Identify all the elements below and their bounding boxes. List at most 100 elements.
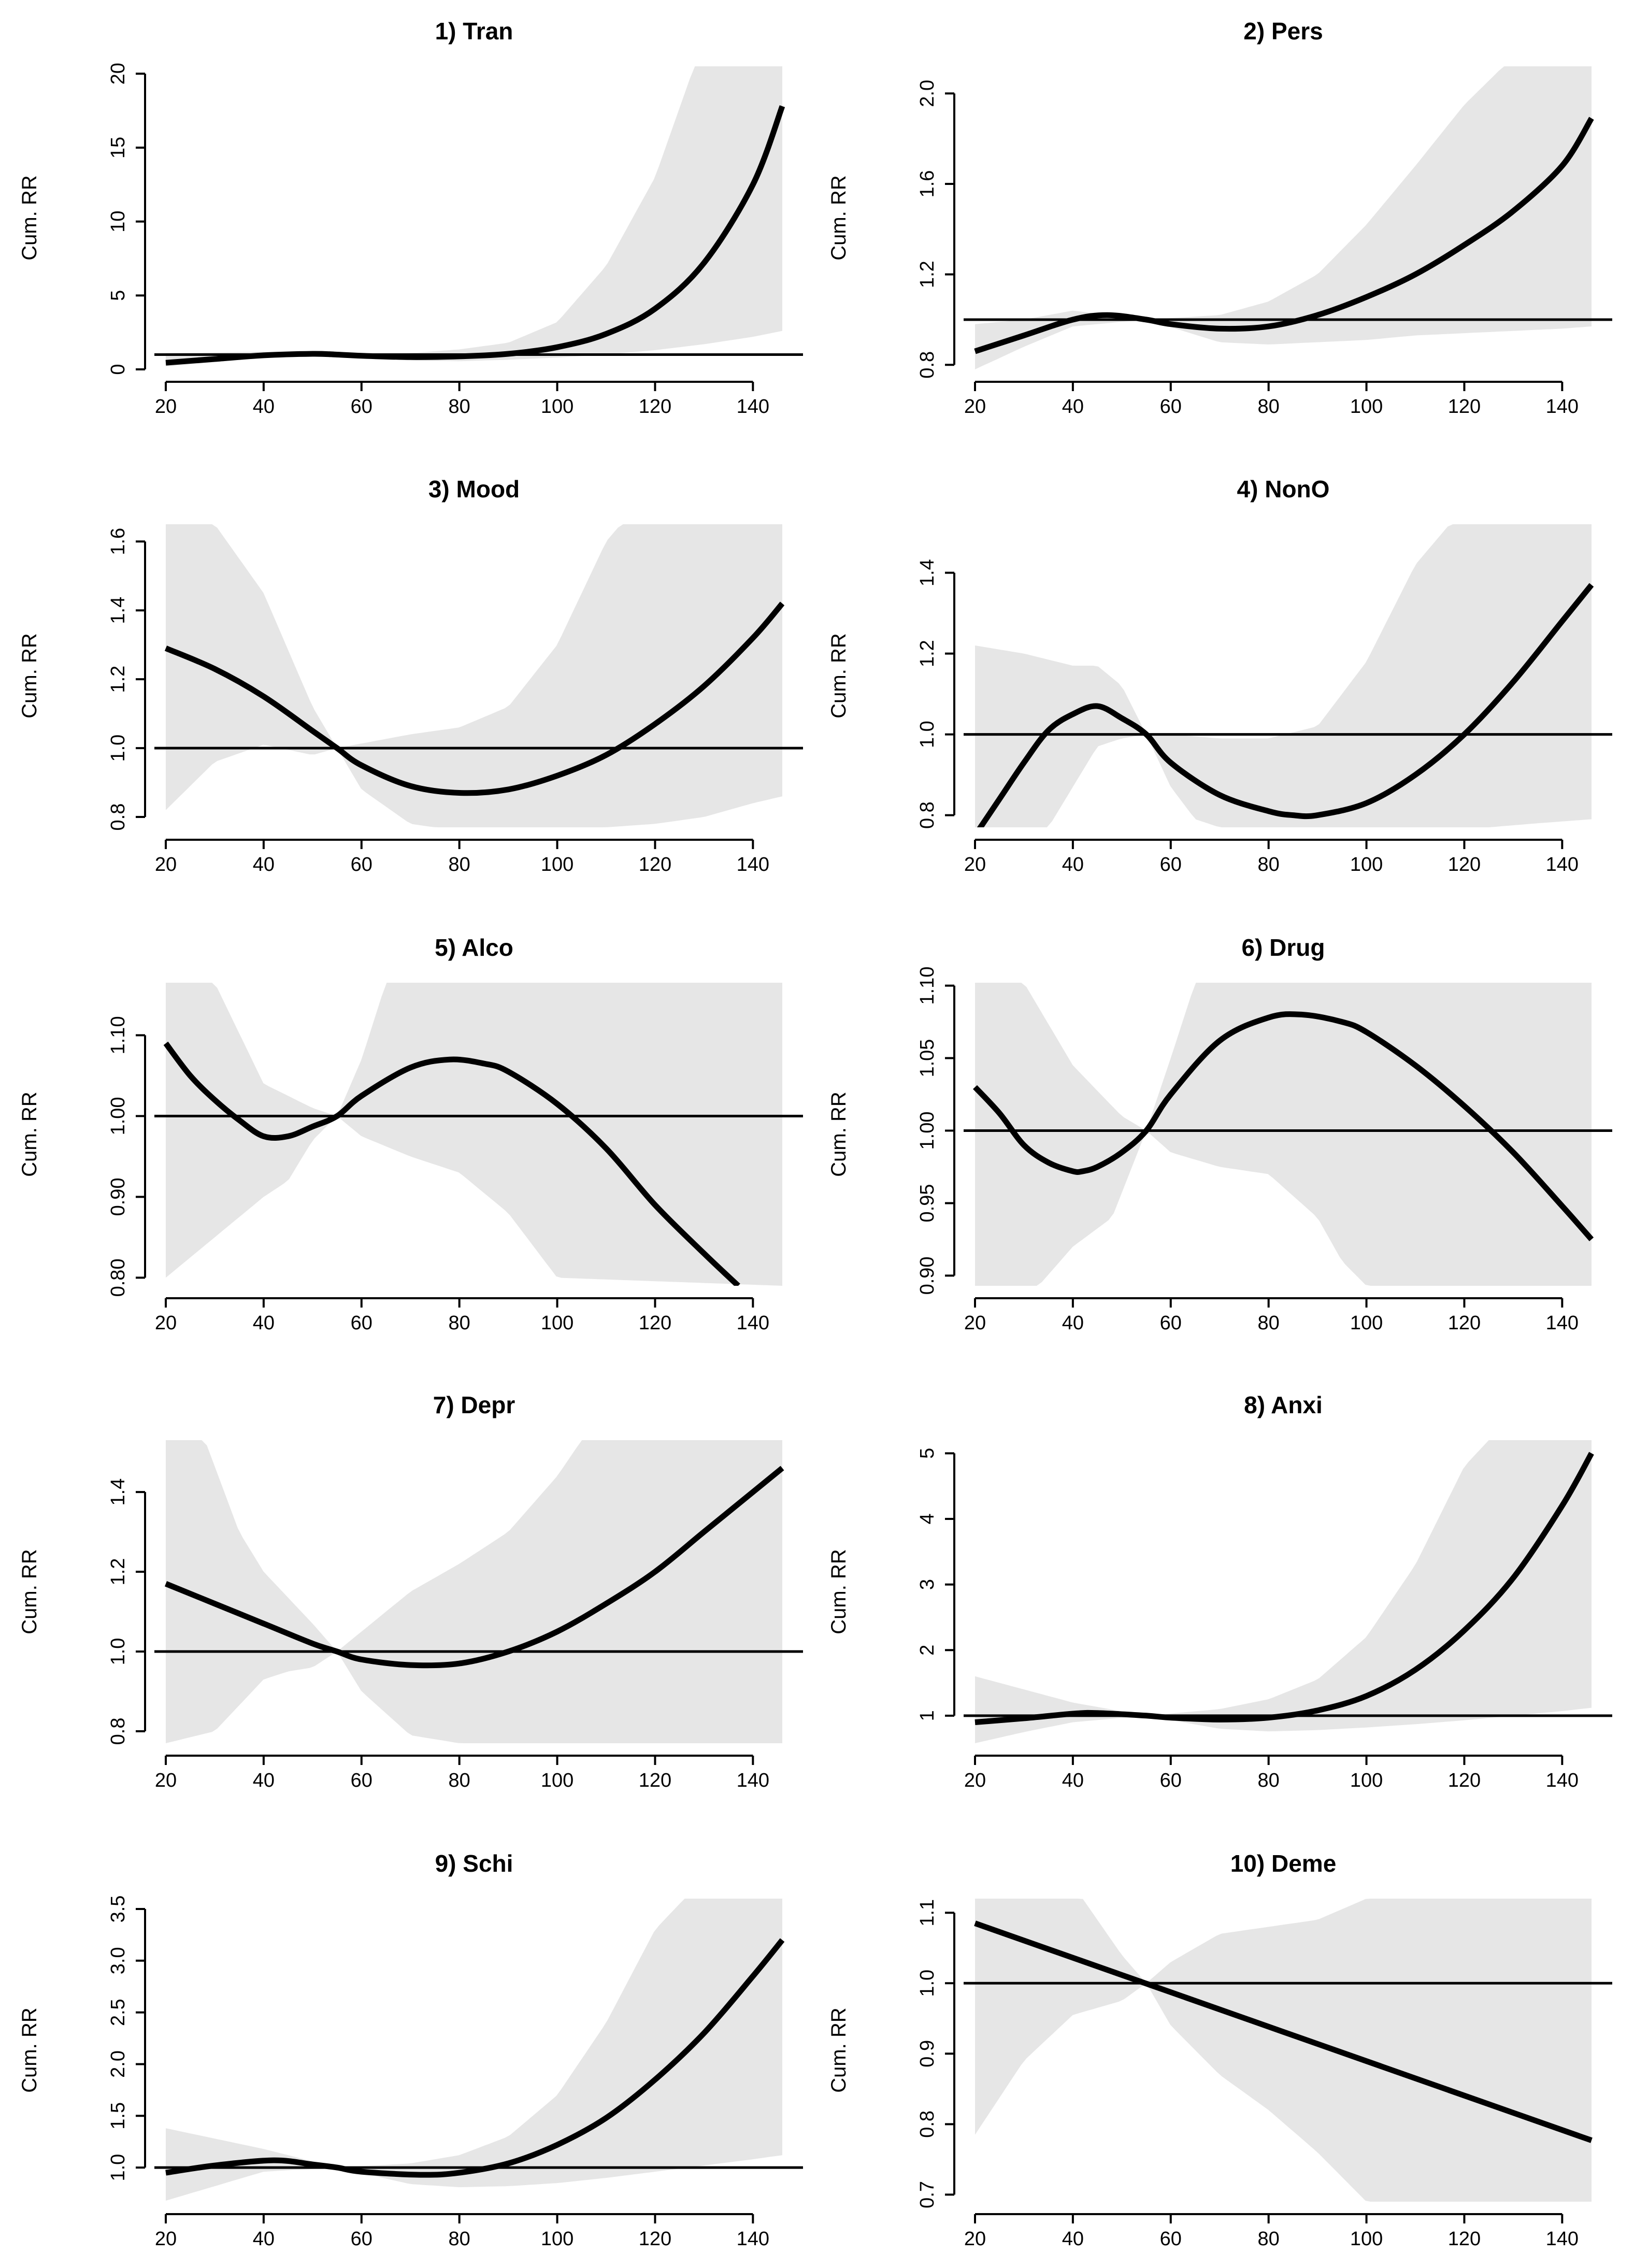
y-tick-label: 1.2	[916, 640, 938, 667]
x-tick-label: 60	[1160, 1770, 1182, 1791]
x-tick-label: 100	[541, 854, 574, 875]
x-tick-label: 80	[1258, 396, 1280, 418]
x-tick-label: 140	[737, 1770, 769, 1791]
x-tick-label: 20	[964, 1770, 986, 1791]
x-tick-label: 80	[449, 396, 470, 418]
x-tick-label: 40	[253, 396, 275, 418]
panel-title: 4) NonO	[1237, 476, 1330, 503]
x-tick-label: 100	[1350, 1770, 1383, 1791]
ci-band	[975, 524, 1592, 827]
y-tick-label: 0.8	[916, 2111, 938, 2138]
x-tick-label: 120	[1448, 1770, 1481, 1791]
x-tick-label: 80	[1258, 1770, 1280, 1791]
y-tick-label: 1.2	[107, 1558, 129, 1586]
y-tick-label: 0.9	[916, 2040, 938, 2068]
y-tick-label: 1.0	[916, 721, 938, 748]
x-tick-label: 100	[1350, 854, 1383, 875]
y-tick-label: 1.4	[916, 559, 938, 586]
x-tick-label: 20	[155, 1770, 177, 1791]
estimate-line	[164, 601, 785, 796]
y-axis-label: Cum. RR	[18, 1549, 41, 1634]
x-tick-label: 80	[449, 854, 470, 875]
y-axis-label: Cum. RR	[18, 633, 41, 718]
y-tick-label: 5	[916, 1448, 938, 1459]
panel-3: 0.8 1.0 1.2 1.4 1.6 20 40 60 80 100 120 140 Cum. RR 3…	[18, 476, 803, 875]
panel-2: 0.8 1.2 1.6 2.0 20 40 60 80 100 120 140 Cum. RR 2) P…	[827, 18, 1612, 418]
x-tick-label: 20	[964, 1312, 986, 1334]
x-tick-label: 60	[1160, 396, 1182, 418]
ci-band	[975, 66, 1592, 369]
panel-4: 0.8 1.0 1.2 1.4 20 40 60 80 100 120 140 Cum. RR 4) N…	[827, 476, 1612, 875]
panel-title: 8) Anxi	[1244, 1391, 1323, 1418]
x-tick-label: 40	[253, 2228, 275, 2250]
y-tick-label: 0.80	[107, 1258, 129, 1297]
x-tick-label: 140	[1546, 2228, 1579, 2250]
y-tick-label: 0.8	[916, 801, 938, 829]
x-tick-label: 120	[1448, 2228, 1481, 2250]
y-tick-label: 20	[107, 63, 129, 84]
x-tick-label: 100	[541, 396, 574, 418]
ci-band	[166, 983, 782, 1286]
ci-band	[166, 66, 782, 367]
x-tick-label: 20	[155, 2228, 177, 2250]
y-tick-label: 0	[107, 364, 129, 375]
x-tick-label: 60	[1160, 2228, 1182, 2250]
panel-title: 5) Alco	[435, 934, 513, 961]
x-tick-label: 140	[737, 2228, 769, 2250]
ci-band	[975, 1440, 1592, 1743]
x-tick-label: 120	[639, 1770, 671, 1791]
panel-5: 0.80 0.90 1.00 1.10 20 40 60 80 100 120 140 Cum. RR…	[18, 934, 803, 1334]
y-tick-label: 1.05	[916, 1039, 938, 1078]
x-tick-label: 20	[964, 2228, 986, 2250]
x-tick-label: 60	[351, 396, 372, 418]
y-axis-label: Cum. RR	[18, 2007, 41, 2092]
x-tick-label: 140	[1546, 854, 1579, 875]
estimate-line	[165, 1938, 785, 2178]
y-tick-label: 1.0	[107, 1638, 129, 1666]
y-tick-label: 1.2	[916, 261, 938, 288]
x-tick-label: 40	[1062, 2228, 1084, 2250]
y-tick-label: 0.8	[107, 1717, 129, 1745]
x-tick-label: 40	[1062, 396, 1084, 418]
x-tick-label: 100	[1350, 1312, 1383, 1334]
y-axis-label: Cum. RR	[827, 1092, 850, 1176]
x-tick-label: 120	[639, 854, 671, 875]
y-axis-label: Cum. RR	[18, 1092, 41, 1176]
x-tick-label: 20	[964, 854, 986, 875]
x-tick-label: 40	[1062, 854, 1084, 875]
y-axis-label: Cum. RR	[827, 2007, 850, 2092]
y-tick-label: 0.7	[916, 2181, 938, 2208]
y-tick-label: 2.0	[916, 80, 938, 107]
y-tick-label: 3	[916, 1579, 938, 1590]
x-tick-label: 20	[155, 396, 177, 418]
x-tick-label: 120	[1448, 1312, 1481, 1334]
estimate-line	[972, 1011, 1594, 1242]
x-tick-label: 120	[1448, 396, 1481, 418]
estimate-line	[163, 1041, 740, 1286]
x-tick-label: 120	[639, 396, 671, 418]
ci-band	[166, 1440, 782, 1743]
x-tick-label: 80	[1258, 1312, 1280, 1334]
y-tick-label: 0.8	[107, 803, 129, 831]
estimate-line	[974, 117, 1594, 354]
x-tick-label: 60	[351, 2228, 372, 2250]
y-tick-label: 1.1	[916, 1899, 938, 1927]
x-tick-label: 80	[1258, 854, 1280, 875]
y-tick-label: 1.5	[107, 2102, 129, 2130]
x-tick-label: 60	[1160, 854, 1182, 875]
panel-title: 2) Pers	[1243, 18, 1323, 45]
y-tick-label: 1.0	[916, 1970, 938, 1997]
panel-9: 1.0 1.5 2.0 2.5 3.0 3.5 20 40 60 80 100 120 140 Cum. …	[18, 1850, 803, 2250]
x-tick-label: 140	[737, 1312, 769, 1334]
x-tick-label: 120	[1448, 854, 1481, 875]
panel-title: 1) Tran	[435, 18, 513, 45]
y-tick-label: 1.6	[107, 528, 129, 555]
y-tick-label: 1	[916, 1710, 938, 1721]
y-tick-label: 2.0	[107, 2050, 129, 2078]
y-tick-label: 1.0	[107, 2154, 129, 2181]
panel-title: 9) Schi	[435, 1850, 513, 1877]
y-tick-label: 1.00	[107, 1097, 129, 1135]
x-tick-label: 40	[1062, 1770, 1084, 1791]
y-tick-label: 10	[107, 210, 129, 232]
y-tick-label: 1.4	[107, 597, 129, 624]
